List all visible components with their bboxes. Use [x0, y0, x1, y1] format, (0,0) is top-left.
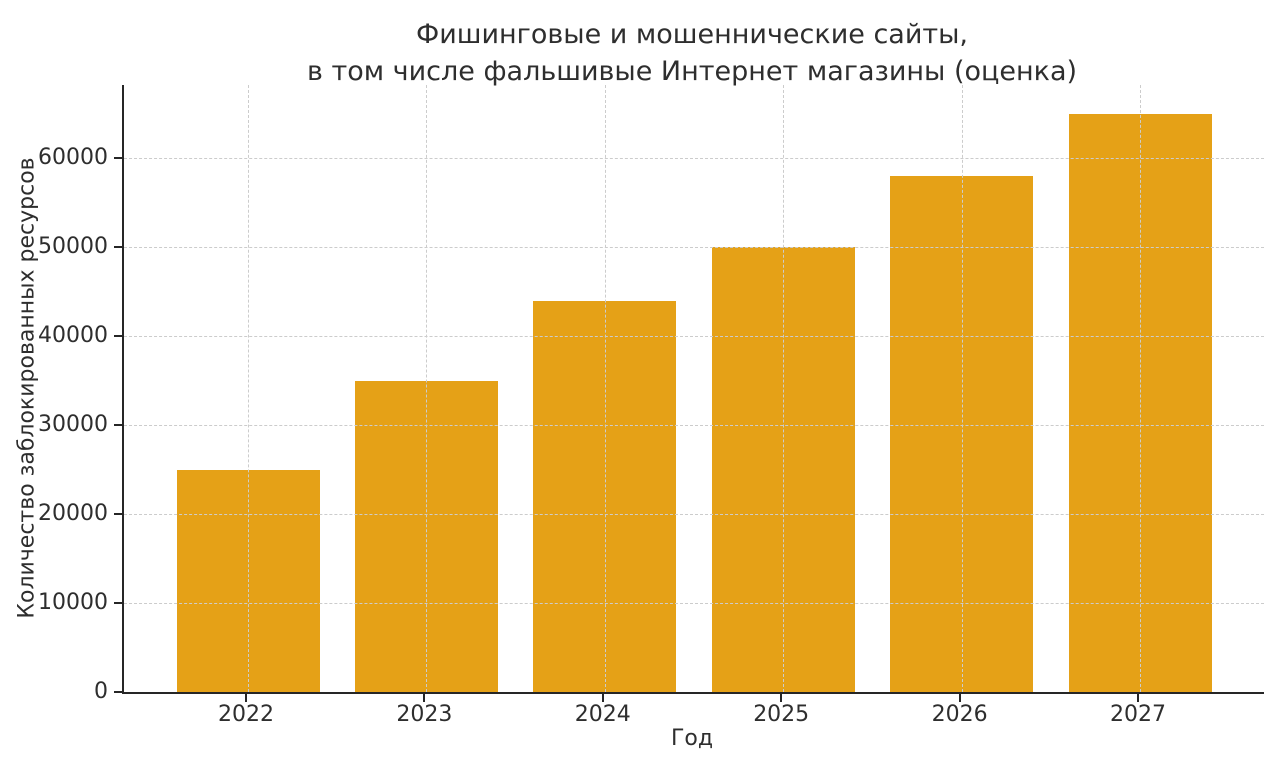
gridline-vertical-2026 [961, 85, 963, 692]
y-tick-mark-20000 [114, 513, 122, 516]
y-tick-label-0: 0 [94, 679, 108, 704]
x-axis-label: Год [670, 726, 714, 751]
plot-area [122, 85, 1264, 694]
y-tick-label-10000: 10000 [38, 590, 108, 616]
chart-title: Фишинговые и мошеннические сайты, в том … [306, 19, 1078, 88]
gridline-vertical-2024 [604, 85, 606, 692]
y-tick-mark-60000 [114, 157, 122, 160]
gridline-vertical-2023 [426, 85, 428, 692]
x-tick-mark-2024 [601, 694, 604, 702]
gridline-vertical-2027 [1140, 85, 1141, 692]
gridline-horizontal-30000 [124, 425, 1264, 427]
x-tick-mark-2027 [1137, 694, 1139, 702]
x-tick-label-2026: 2026 [931, 702, 988, 727]
x-tick-label-2025: 2025 [753, 702, 810, 727]
y-tick-mark-10000 [114, 602, 122, 605]
gridline-horizontal-40000 [124, 336, 1264, 338]
y-tick-mark-50000 [114, 246, 122, 249]
y-tick-label-50000: 50000 [38, 234, 108, 260]
gridline-horizontal-60000 [124, 158, 1264, 160]
x-tick-label-2027: 2027 [1110, 702, 1166, 727]
x-tick-mark-2025 [780, 694, 783, 702]
x-tick-mark-2023 [423, 694, 426, 702]
y-tick-label-30000: 30000 [38, 412, 108, 438]
x-tick-mark-2022 [245, 694, 247, 702]
gridline-vertical-2025 [783, 85, 785, 692]
x-tick-label-2024: 2024 [574, 702, 631, 727]
gridline-horizontal-20000 [124, 514, 1264, 516]
x-tick-mark-2026 [958, 694, 961, 702]
y-tick-label-40000: 40000 [38, 323, 108, 349]
gridline-horizontal-10000 [124, 603, 1264, 605]
gridline-horizontal-50000 [124, 247, 1264, 249]
y-tick-mark-30000 [114, 424, 122, 427]
x-tick-label-2023: 2023 [396, 702, 453, 727]
y-tick-mark-0 [114, 691, 122, 693]
y-tick-label-60000: 60000 [38, 145, 108, 171]
y-axis-label: Количество заблокированных ресурсов [14, 157, 40, 619]
y-tick-label-20000: 20000 [38, 501, 108, 527]
gridline-vertical-2022 [248, 85, 249, 692]
x-tick-label-2022: 2022 [218, 702, 274, 727]
y-tick-mark-40000 [114, 335, 122, 338]
